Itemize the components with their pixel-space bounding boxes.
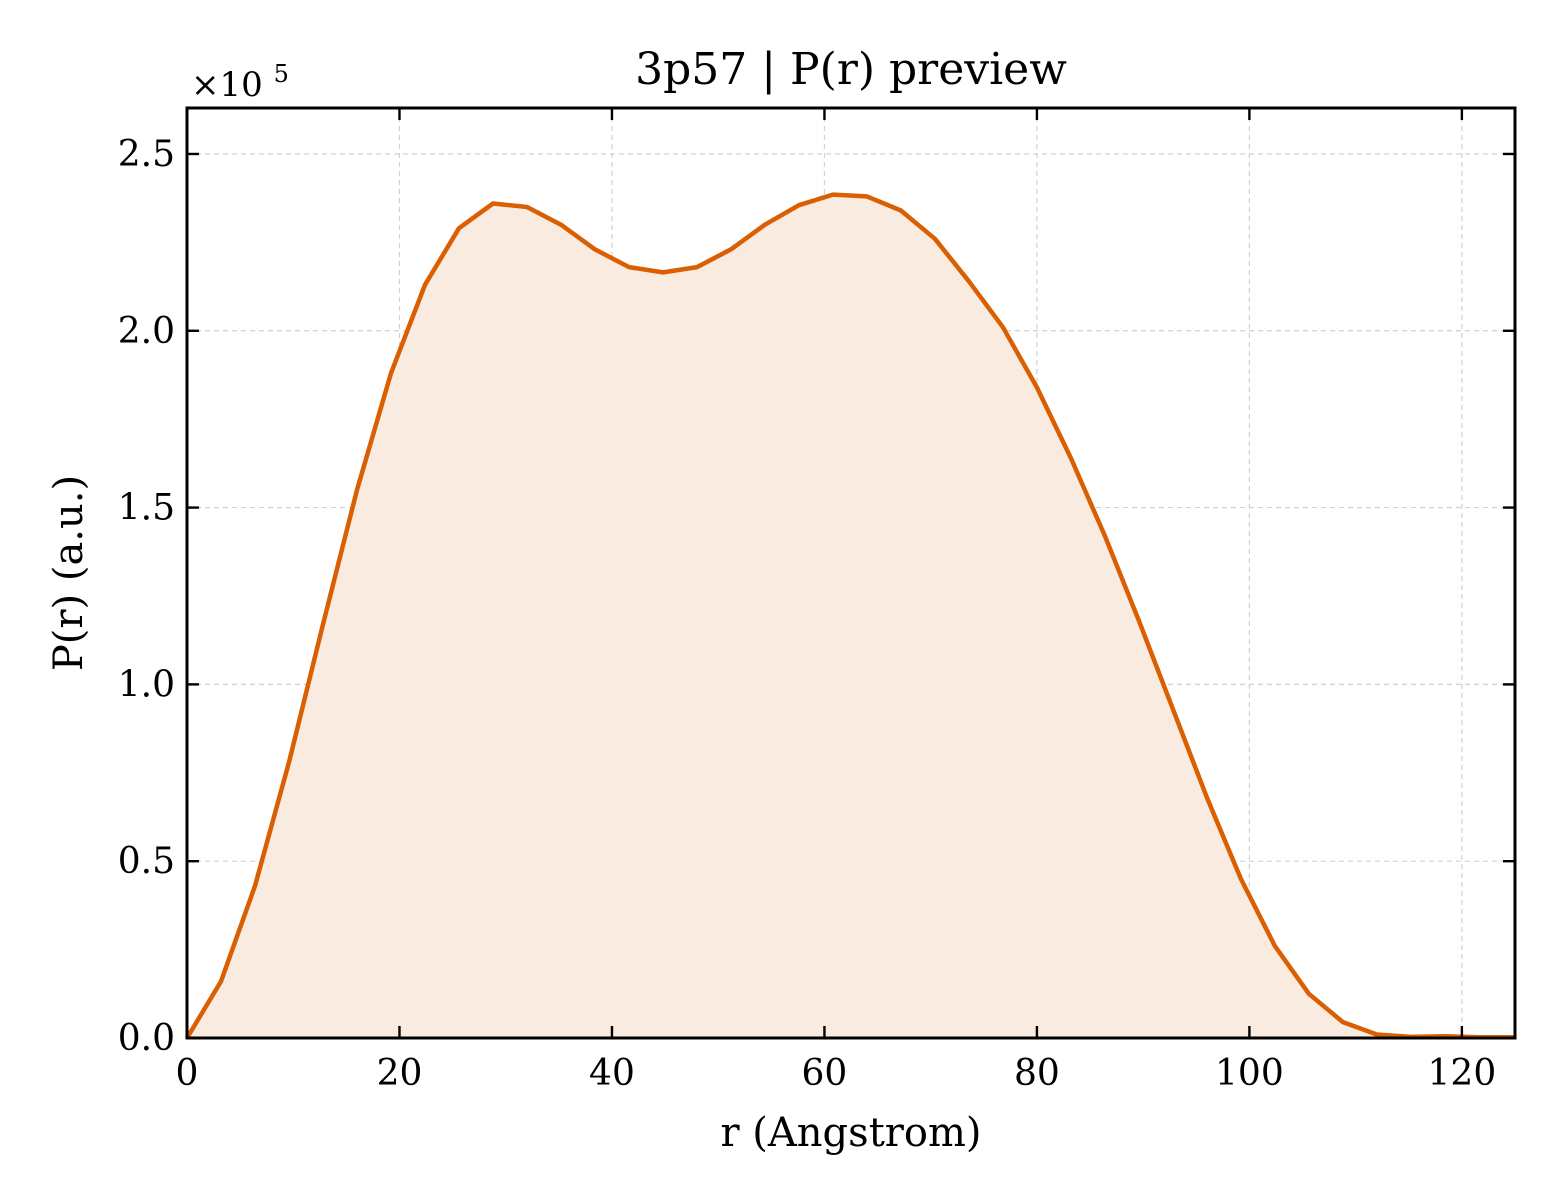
y-tick-label: 1.5 xyxy=(118,488,175,529)
y-scale-base: ×10 xyxy=(191,65,263,105)
y-axis-label: P(r) (a.u.) xyxy=(46,475,92,671)
plot-frame xyxy=(185,106,1517,1040)
y-tick-label: 1.0 xyxy=(118,664,175,705)
x-tick-label: 20 xyxy=(377,1053,423,1094)
x-tick-label: 120 xyxy=(1428,1053,1497,1094)
y-scale-exponent: 5 xyxy=(274,60,289,88)
tick-labels: 0 20 40 60 80 100 120 0.0 0.5 1.0 1.5 2.0 2.5 xyxy=(118,134,1497,1094)
x-tick-label: 80 xyxy=(1014,1053,1060,1094)
chart-title: 3p57 | P(r) preview xyxy=(635,44,1067,95)
x-axis-label: r (Angstrom) xyxy=(720,1110,981,1156)
y-tick-label: 2.0 xyxy=(118,311,175,352)
x-tick-label: 100 xyxy=(1215,1053,1284,1094)
ticks xyxy=(185,108,1515,1040)
y-tick-label: 0.0 xyxy=(118,1018,175,1059)
y-tick-label: 2.5 xyxy=(118,134,175,175)
area-fill xyxy=(187,194,1515,1039)
y-tick-label: 0.5 xyxy=(118,841,175,882)
x-tick-label: 0 xyxy=(176,1053,199,1094)
y-scale-multiplier: ×10 5 xyxy=(191,60,289,105)
x-tick-label: 40 xyxy=(589,1053,635,1094)
x-tick-label: 60 xyxy=(802,1053,848,1094)
series-line xyxy=(185,192,1515,1040)
